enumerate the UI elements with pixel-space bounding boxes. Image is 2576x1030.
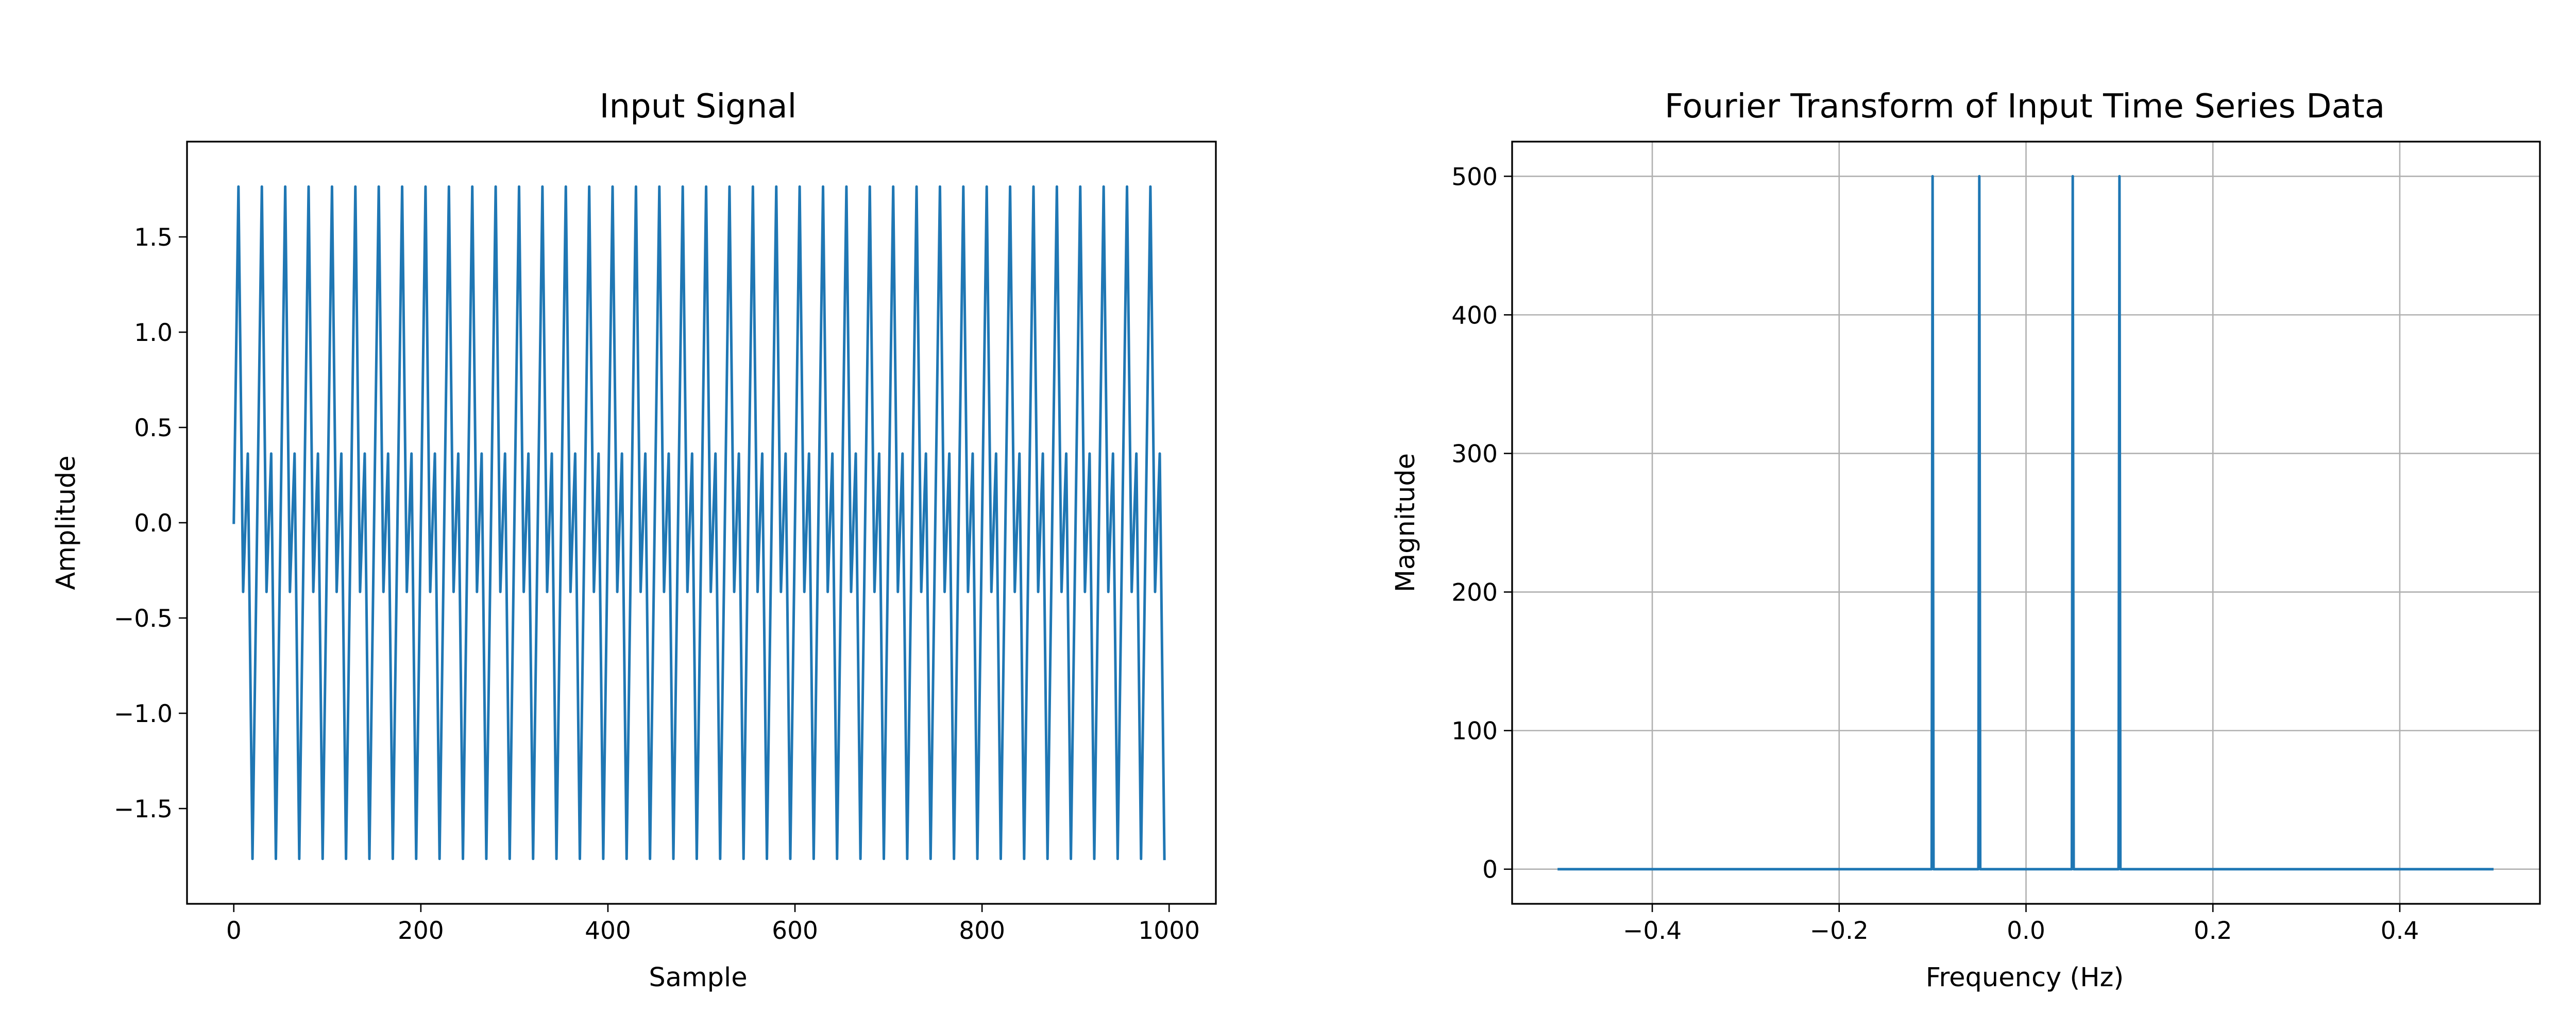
fourier-transform-x-tick-label: 0.0 [2007,917,2045,945]
fourier-transform-x-tick-label: −0.4 [1623,917,1682,945]
input-signal-title: Input Signal [600,88,797,126]
input-signal-x-axis-label: Sample [649,963,747,993]
input-signal-series-line [232,185,1166,861]
fourier-transform-x-axis-label: Frequency (Hz) [1926,963,2124,993]
fourier-transform-x-tick-label: 0.2 [2194,917,2232,945]
input-signal-x-tick-label: 600 [772,917,818,945]
input-signal-y-tick-label: −1.5 [114,795,173,823]
fourier-transform-plot-area: −0.4 −0.2 0.0 0.2 0.4 0 100 200 300 400 500 [1451,141,2541,945]
fourier-transform-series-line [1557,175,2494,871]
fourier-transform-y-tick-label: 500 [1451,163,1498,191]
fourier-transform-y-tick-label: 200 [1451,579,1498,607]
input-signal-x-tick-label: 1000 [1138,917,1200,945]
input-signal-x-tick-label: 200 [398,917,444,945]
input-signal-x-tick-label: 800 [959,917,1005,945]
fourier-transform-y-axis-label: Magnitude [1391,453,1421,592]
input-signal-plot-area: 0 200 400 600 800 1000 −1.5 −1.0 −0.5 0.0 0.5 1.0 1.… [114,141,1217,945]
input-signal-chart: 0 200 400 600 800 1000 −1.5 −1.0 −0.5 0.0 0.5 1.0 1.… [51,88,1217,993]
input-signal-y-tick-label: −1.0 [114,700,173,728]
input-signal-y-axis-label: Amplitude [51,455,81,590]
fourier-transform-x-tick-label: −0.2 [1810,917,1869,945]
fourier-transform-x-tick-label: 0.4 [2381,917,2419,945]
input-signal-y-tick-label: −0.5 [114,605,173,633]
fourier-transform-y-tick-label: 0 [1482,856,1498,884]
fourier-transform-y-tick-label: 400 [1451,301,1498,330]
fourier-transform-y-tick-label: 300 [1451,440,1498,468]
input-signal-y-tick-label: 0.5 [134,414,173,442]
fourier-transform-y-tick-label: 100 [1451,717,1498,746]
input-signal-y-tick-label: 1.5 [134,224,173,252]
input-signal-x-tick-label: 0 [226,917,242,945]
fourier-transform-title: Fourier Transform of Input Time Series D… [1665,88,2385,126]
input-signal-y-tick-label: 0.0 [134,509,173,538]
fourier-transform-chart: −0.4 −0.2 0.0 0.2 0.4 0 100 200 300 400 500 Fourie… [1391,88,2541,993]
input-signal-x-tick-label: 400 [585,917,631,945]
input-signal-y-tick-label: 1.0 [134,319,173,347]
